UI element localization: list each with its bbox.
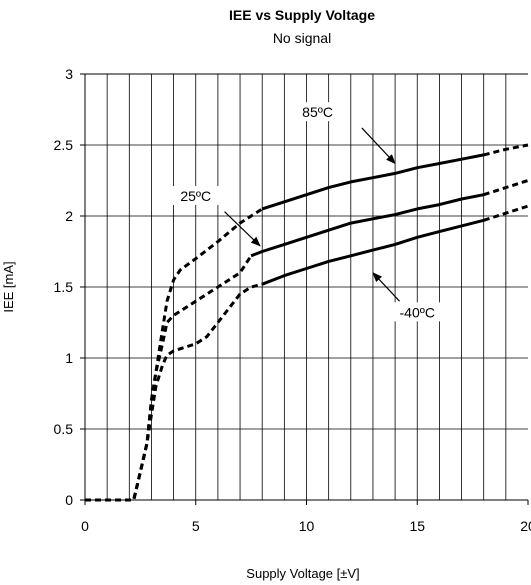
y-tick-label: 0 bbox=[65, 492, 73, 508]
annotations: 85ºC 25ºC -40ºC bbox=[171, 102, 442, 322]
annotation-label-40c: -40ºC bbox=[400, 304, 435, 320]
series-layer bbox=[85, 143, 529, 502]
series-line-25c-solid bbox=[250, 193, 484, 258]
y-tick-label: 1 bbox=[65, 350, 73, 366]
series-line-25c-high-dashed bbox=[483, 179, 529, 197]
x-tick-label: 15 bbox=[409, 518, 425, 534]
tick-labels: 0 0.5 1 1.5 2 2.5 3 0 5 10 15 20 bbox=[54, 66, 531, 534]
annotation-label-85c: 85ºC bbox=[302, 104, 333, 120]
annotation-label-bg-25c bbox=[171, 185, 220, 205]
x-tick-label: 0 bbox=[81, 518, 89, 534]
y-tick-label: 3 bbox=[65, 66, 73, 82]
annotation-label-bg-85c bbox=[293, 102, 342, 122]
series-line-40c-low-dashed bbox=[85, 282, 263, 502]
y-tick-label: 2.5 bbox=[54, 137, 74, 153]
chart-subtitle: No signal bbox=[273, 30, 331, 46]
annotation-arrow-25c bbox=[224, 211, 261, 247]
grid bbox=[85, 74, 528, 500]
annotation-label-bg-40c bbox=[393, 302, 442, 322]
series-line-40c-solid bbox=[261, 218, 485, 286]
annotation-arrow-85c bbox=[361, 127, 396, 165]
x-tick-label: 20 bbox=[520, 518, 531, 534]
y-axis-title: IEE [mA] bbox=[1, 261, 16, 312]
y-tick-label: 0.5 bbox=[54, 421, 74, 437]
annotation-label-25c: 25ºC bbox=[180, 188, 211, 204]
x-axis-title: Supply Voltage [±V] bbox=[246, 566, 359, 581]
x-tick-label: 10 bbox=[299, 518, 315, 534]
y-tick-label: 1.5 bbox=[54, 279, 74, 295]
chart-title: IEE vs Supply Voltage bbox=[229, 7, 375, 23]
y-tick-label: 2 bbox=[65, 208, 73, 224]
annotation-arrow-40c bbox=[372, 272, 400, 302]
series-line-40c-high-dashed bbox=[483, 204, 529, 222]
series-line-85c-solid bbox=[261, 153, 484, 211]
x-tick-label: 5 bbox=[192, 518, 200, 534]
series-line-85c-high-dashed bbox=[483, 143, 529, 157]
